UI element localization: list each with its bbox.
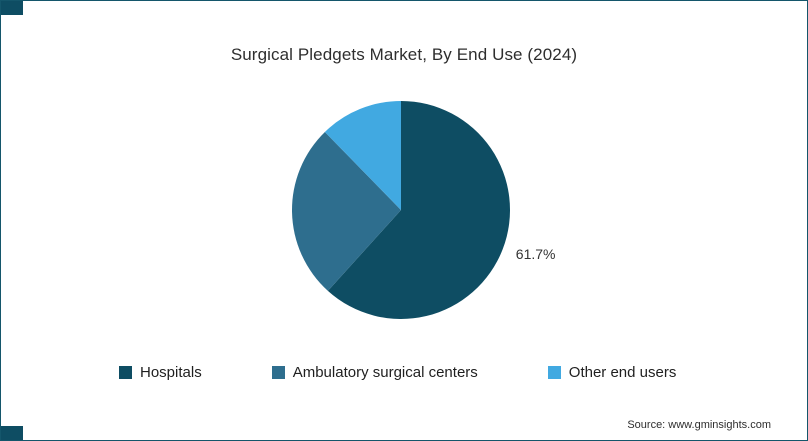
source-attribution: Source: www.gminsights.com <box>627 419 771 431</box>
legend-swatch-ambulatory-surgical-centers <box>271 366 285 379</box>
legend-label-other-end-users: Other end users <box>568 364 677 381</box>
legend-swatch-other-end-users <box>547 366 561 379</box>
legend-label-hospitals: Hospitals <box>140 364 202 381</box>
legend-swatch-hospitals <box>119 366 132 379</box>
pie-slice-hospitals <box>327 101 511 319</box>
legend-item-other-end-users: Other end users <box>547 364 677 381</box>
legend-item-ambulatory-surgical-centers: Ambulatory surgical centers <box>271 364 478 381</box>
legend: Hospitals Ambulatory surgical centers Ot… <box>119 364 676 381</box>
pie-slice-ambulatory-surgical-centers <box>292 131 401 291</box>
pie-data-label: 61.7% <box>516 246 556 262</box>
pie-slice-other-end-users <box>324 100 401 210</box>
legend-item-hospitals: Hospitals <box>119 364 202 381</box>
legend-label-ambulatory-surgical-centers: Ambulatory surgical centers <box>292 364 478 381</box>
chart-title: Surgical Pledgets Market, By End Use (20… <box>230 45 578 64</box>
corner-accent-bottom-left <box>1 426 23 440</box>
corner-accent-top-left <box>1 1 23 15</box>
